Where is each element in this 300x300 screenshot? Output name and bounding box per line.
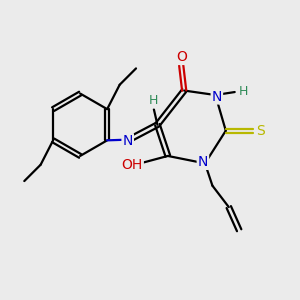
Text: N: N [212,89,222,103]
Text: OH: OH [122,158,143,172]
Text: N: N [198,155,208,169]
Text: N: N [122,134,133,148]
Text: S: S [256,124,265,138]
Text: H: H [149,94,159,107]
Text: O: O [176,50,187,64]
Text: H: H [238,85,248,98]
